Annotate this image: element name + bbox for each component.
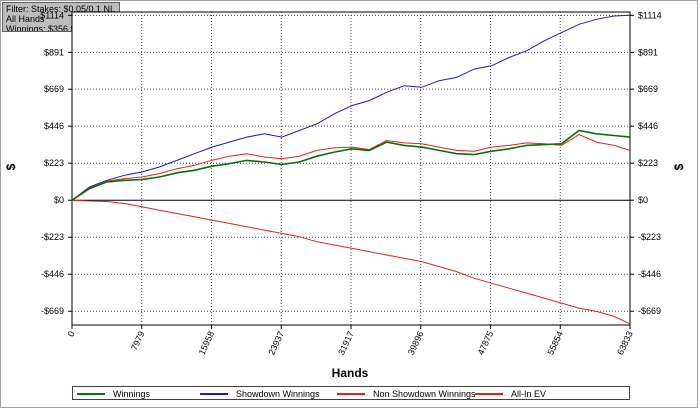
y-tick-label-left: -$669 bbox=[41, 306, 64, 316]
x-tick-label: 23937 bbox=[266, 330, 286, 357]
legend-label: Winnings bbox=[113, 389, 151, 399]
legend-swatch bbox=[200, 393, 228, 395]
series-line-all-in-ev bbox=[71, 199, 631, 325]
y-tick-label-left: $446 bbox=[44, 121, 64, 131]
hands-filter-text: All Hands bbox=[6, 14, 45, 24]
legend-label: Showdown Winnings bbox=[236, 389, 320, 399]
y-axis-title-right: $ bbox=[672, 163, 686, 170]
y-tick-label-left: $669 bbox=[44, 84, 64, 94]
x-tick-label: 47875 bbox=[476, 330, 496, 357]
y-tick-label-left: -$223 bbox=[41, 232, 64, 242]
legend-label: Non Showdown Winnings bbox=[373, 389, 476, 399]
y-axis-right: $1114 $891 $669 $446 $223 $0 -$223 -$446 -$669 bbox=[630, 10, 662, 316]
y-tick-label-left: $891 bbox=[44, 47, 64, 57]
x-tick-label: 0 bbox=[66, 330, 77, 339]
y-tick-label-right: $223 bbox=[638, 158, 658, 168]
y-tick-label-right: $446 bbox=[638, 121, 658, 131]
chart-legend: Winnings Showdown Winnings Non Showdown Wi… bbox=[72, 386, 630, 400]
y-tick-label-left: -$446 bbox=[41, 269, 64, 279]
series-lines bbox=[71, 14, 631, 325]
series-line-non-showdown-winnings bbox=[71, 134, 631, 201]
x-axis: 0 7979 15958 23937 31917 39896 47875 55854 63833 bbox=[66, 325, 635, 357]
x-tick-label: 55854 bbox=[545, 330, 565, 357]
y-tick-label-left: $0 bbox=[54, 195, 64, 205]
series-line-winnings bbox=[71, 129, 631, 201]
y-tick-label-right: $669 bbox=[638, 84, 658, 94]
x-tick-label: 63833 bbox=[615, 330, 635, 357]
y-axis-left: $1114 $891 $669 $446 $223 $0 -$223 -$446 -$669 bbox=[40, 10, 72, 316]
legend-swatch bbox=[337, 393, 365, 395]
y-tick-label-right: $1114 bbox=[638, 10, 662, 20]
y-axis-title-left: $ bbox=[4, 163, 18, 170]
y-tick-label-right: $0 bbox=[638, 195, 648, 205]
y-tick-label-left: $223 bbox=[44, 158, 64, 168]
y-tick-label-right: -$669 bbox=[638, 306, 661, 316]
x-tick-label: 7979 bbox=[129, 330, 147, 352]
grid-lines bbox=[72, 12, 630, 325]
series-line-showdown-winnings bbox=[71, 14, 631, 201]
y-tick-label-right: $891 bbox=[638, 47, 658, 57]
legend-swatch bbox=[77, 393, 105, 395]
y-tick-label-right: -$223 bbox=[638, 232, 661, 242]
legend-label: All-In EV bbox=[511, 389, 547, 399]
winnings-summary-text: Winnings: $356.53 bbox=[6, 24, 81, 32]
x-tick-label: 39896 bbox=[406, 330, 426, 357]
x-tick-label: 31917 bbox=[336, 330, 356, 357]
y-tick-label-left: $1114 bbox=[40, 10, 64, 20]
y-tick-label-right: -$446 bbox=[638, 269, 661, 279]
x-tick-label: 15958 bbox=[197, 330, 217, 357]
legend-swatch bbox=[475, 393, 503, 395]
x-axis-title: Hands bbox=[332, 366, 369, 380]
filter-text: Filter: Stakes: $0.05/0.1 NL bbox=[6, 4, 116, 14]
